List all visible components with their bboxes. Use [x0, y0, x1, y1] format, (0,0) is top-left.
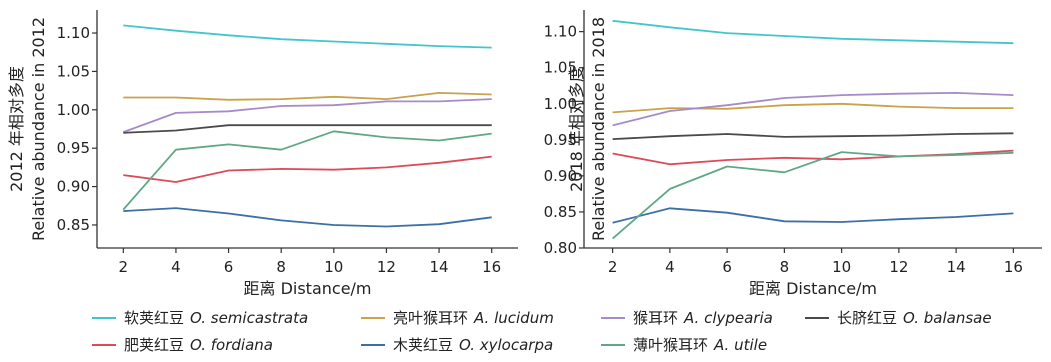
x-tick-label: 6 [224, 258, 234, 276]
series-line-clypearia [612, 92, 1014, 127]
chart-2012: 0.85 0.90 0.95 1.00 1.05 1.10 2 4 6 8 10 12 14 16 距离 D… [7, 10, 518, 298]
series-line-semicastrata [123, 24, 492, 49]
x-tick-label: 8 [276, 258, 286, 276]
legend-chinese-name: 薄叶猴耳环 [633, 336, 708, 354]
series-line-utile [122, 130, 492, 211]
x-tick-label: 6 [722, 258, 732, 276]
x-axis-title: 距离 Distance/m [243, 279, 371, 298]
legend-latin-name: A. lucidum [473, 309, 554, 327]
legend-label-balansae: 长脐红豆 O. balansae [837, 309, 992, 327]
y-tick-label: 0.85 [544, 203, 577, 221]
x-tick-label: 16 [1004, 258, 1023, 276]
x-tick-label: 2 [608, 258, 618, 276]
x-tick-label: 12 [377, 258, 396, 276]
y-tick-label: 1.00 [57, 101, 90, 119]
y-tick-label: 1.00 [544, 95, 577, 113]
y-tick-label: 1.05 [57, 62, 90, 80]
y-tick-label: 1.10 [544, 23, 577, 41]
legend-chinese-name: 软荚红豆 [124, 309, 184, 327]
legend-latin-name: O. xylocarpa [459, 336, 553, 354]
y-axis-title-line2: Relative abundance in 2018 [589, 17, 608, 241]
x-tick-label: 4 [665, 258, 675, 276]
legend-chinese-name: 木荚红豆 [393, 336, 453, 354]
legend-label-utile: 薄叶猴耳环 A. utile [633, 336, 767, 354]
chart-2018: 0.80 0.85 0.90 0.95 1.00 1.05 1.10 2 4 6 8 10 12 14 16… [544, 10, 1042, 298]
y-axis-title-line1: 2012 年相对多度 [7, 66, 26, 192]
x-tick-label: 14 [430, 258, 449, 276]
legend: 软荚红豆 O. semicastrata 亮叶猴耳环 A. lucidum 猴耳环 A. … [92, 309, 992, 354]
legend-label-lucidum: 亮叶猴耳环 A. lucidum [393, 309, 554, 327]
legend-chinese-name: 肥荚红豆 [124, 336, 184, 354]
y-axis-title-line2: Relative abundance in 2012 [29, 17, 48, 241]
legend-chinese-name: 长脐红豆 [837, 309, 897, 327]
x-tick-label: 16 [482, 258, 501, 276]
series-line-fordiana [123, 155, 492, 183]
x-axis-title: 距离 Distance/m [749, 279, 877, 298]
y-tick-label: 0.90 [544, 167, 577, 185]
x-tick-label: 4 [171, 258, 181, 276]
series-line-clypearia [122, 98, 492, 133]
series-line-lucidum [612, 102, 1014, 114]
y-tick-label: 0.85 [57, 216, 90, 234]
x-tick-label: 8 [780, 258, 790, 276]
series-line-balansae [612, 132, 1014, 140]
x-tick-label: 2 [119, 258, 129, 276]
series-line-utile [612, 151, 1014, 240]
y-tick-label: 1.10 [57, 24, 90, 42]
y-tick-label: 0.80 [544, 239, 577, 257]
series-line-xylocarpa [612, 207, 1014, 224]
legend-chinese-name: 亮叶猴耳环 [393, 309, 468, 327]
series-line-xylocarpa [123, 207, 492, 228]
y-tick-label: 0.90 [57, 178, 90, 196]
legend-label-xylocarpa: 木荚红豆 O. xylocarpa [393, 336, 553, 354]
x-tick-label: 10 [324, 258, 343, 276]
legend-latin-name: O. fordiana [190, 336, 273, 354]
y-axis-title-line1: 2018 年相对多度 [567, 66, 586, 192]
series-line-balansae [123, 124, 492, 134]
x-tick-label: 10 [832, 258, 851, 276]
legend-label-fordiana: 肥荚红豆 O. fordiana [124, 336, 273, 354]
legend-label-clypearia: 猴耳环 A. clypearia [633, 309, 773, 327]
x-tick-label: 12 [889, 258, 908, 276]
legend-latin-name: O. balansae [903, 309, 992, 327]
y-tick-label: 0.95 [544, 131, 577, 149]
legend-latin-name: O. semicastrata [190, 309, 308, 327]
legend-label-semicastrata: 软荚红豆 O. semicastrata [124, 309, 308, 327]
y-tick-label: 1.05 [544, 59, 577, 77]
series-line-semicastrata [612, 19, 1014, 45]
legend-latin-name: A. utile [713, 336, 767, 354]
x-tick-label: 14 [947, 258, 966, 276]
legend-latin-name: A. clypearia [683, 309, 773, 327]
y-tick-label: 0.95 [57, 139, 90, 157]
legend-chinese-name: 猴耳环 [633, 309, 678, 327]
series-line-lucidum [123, 92, 492, 101]
